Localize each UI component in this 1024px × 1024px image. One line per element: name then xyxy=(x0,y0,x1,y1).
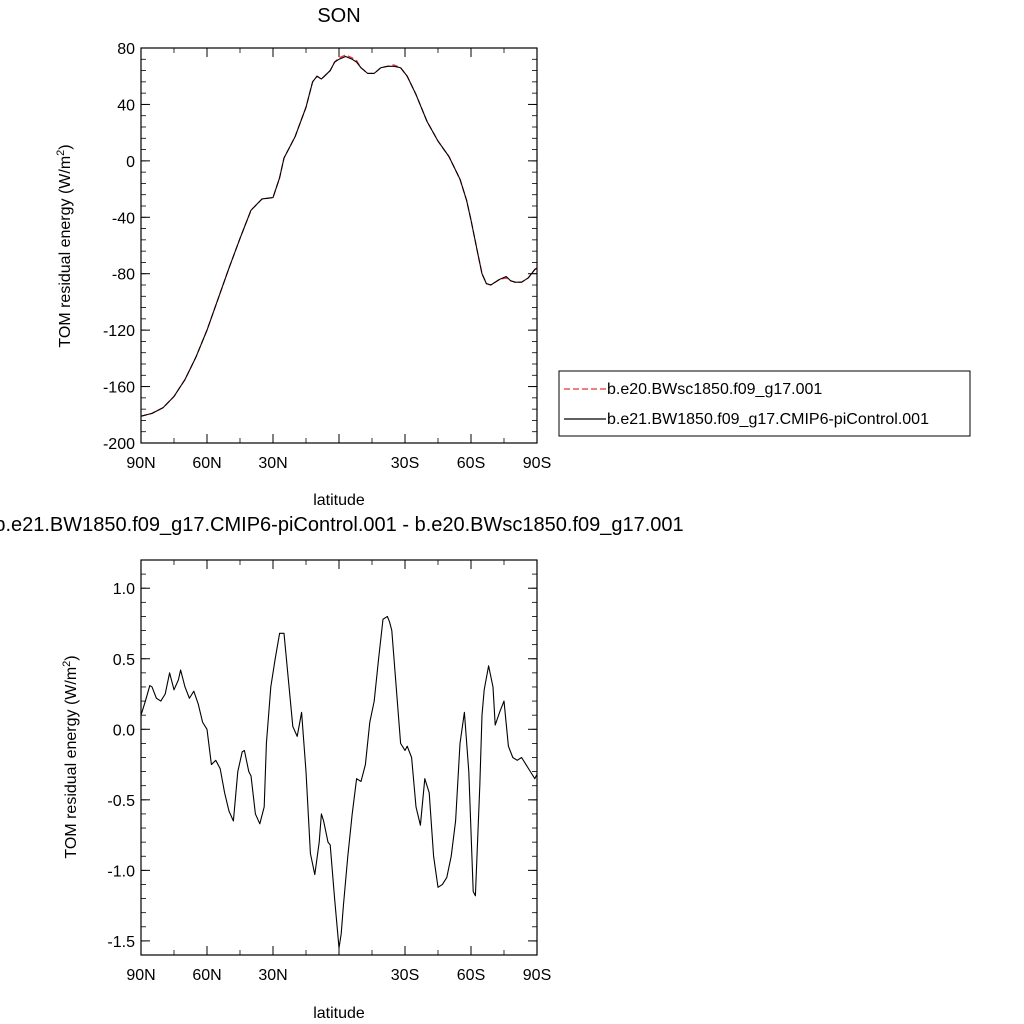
x-tick-label: 30N xyxy=(258,455,287,472)
bottom-x-axis-title: latitude xyxy=(313,1005,365,1022)
x-tick-label: 90S xyxy=(523,455,551,472)
y-tick-label: 1.0 xyxy=(113,581,135,598)
top-y-axis-title: TOM residual energy (W/m2) xyxy=(55,144,74,347)
y-tick-label: 40 xyxy=(117,97,135,114)
series-line-1 xyxy=(140,615,538,949)
plot-frame xyxy=(140,47,538,444)
legend-box xyxy=(558,370,971,437)
x-tick-label: 60S xyxy=(457,967,485,984)
y-tick-label: -40 xyxy=(112,210,135,227)
y-tick-label: 0.5 xyxy=(113,652,135,669)
bottom-axes: -1.5 -1.0 -0.5 0.0 0.5 1.0 90N 60N 30N 30S 60S 90S xyxy=(107,559,551,984)
x-tick-label: 60N xyxy=(192,455,221,472)
x-tick-label: 90N xyxy=(126,455,155,472)
y-tick-label: -160 xyxy=(103,380,135,397)
y-tick-label: -0.5 xyxy=(107,793,135,810)
y-tick-label: 0 xyxy=(126,154,135,171)
y-tick-label: -1.0 xyxy=(107,863,135,880)
y-tick-label: 80 xyxy=(117,41,135,58)
y-tick-label: -120 xyxy=(103,323,135,340)
series-line-1 xyxy=(140,54,538,417)
x-tick-label: 30N xyxy=(258,967,287,984)
top-panel: SON -200 -160 -120 -80 -40 0 40 80 90N 60N 30N 30S 6… xyxy=(55,5,551,509)
top-x-axis-title: latitude xyxy=(313,492,365,509)
top-axes: -200 -160 -120 -80 -40 0 40 80 90N 60N 30N 30S 60S 90… xyxy=(103,41,551,472)
x-tick-label: 30S xyxy=(391,455,419,472)
top-series-group xyxy=(140,54,538,417)
x-tick-label: 30S xyxy=(391,967,419,984)
series-line-2 xyxy=(140,55,538,417)
y-tick-label: -80 xyxy=(112,267,135,284)
bottom-y-axis-title: TOM residual energy (W/m2) xyxy=(61,655,80,858)
y-tick-label: 0.0 xyxy=(113,722,135,739)
bottom-panel: b.e21.BW1850.f09_g17.CMIP6-piControl.001… xyxy=(0,514,684,1022)
y-tick-label: -200 xyxy=(103,436,135,453)
x-tick-label: 90N xyxy=(126,967,155,984)
y-tick-label: -1.5 xyxy=(107,934,135,951)
x-tick-label: 60S xyxy=(457,455,485,472)
bottom-chart-title: b.e21.BW1850.f09_g17.CMIP6-piControl.001… xyxy=(0,514,684,536)
legend: b.e20.BWsc1850.f09_g17.001 b.e21.BW1850.… xyxy=(558,370,971,437)
plot-frame xyxy=(140,559,538,956)
bottom-series-group xyxy=(140,615,538,949)
legend-label-series-2: b.e21.BW1850.f09_g17.CMIP6-piControl.001 xyxy=(607,411,929,428)
x-tick-label: 60N xyxy=(192,967,221,984)
x-tick-label: 90S xyxy=(523,967,551,984)
top-chart-title: SON xyxy=(317,5,360,27)
legend-label-series-1: b.e20.BWsc1850.f09_g17.001 xyxy=(607,381,822,398)
